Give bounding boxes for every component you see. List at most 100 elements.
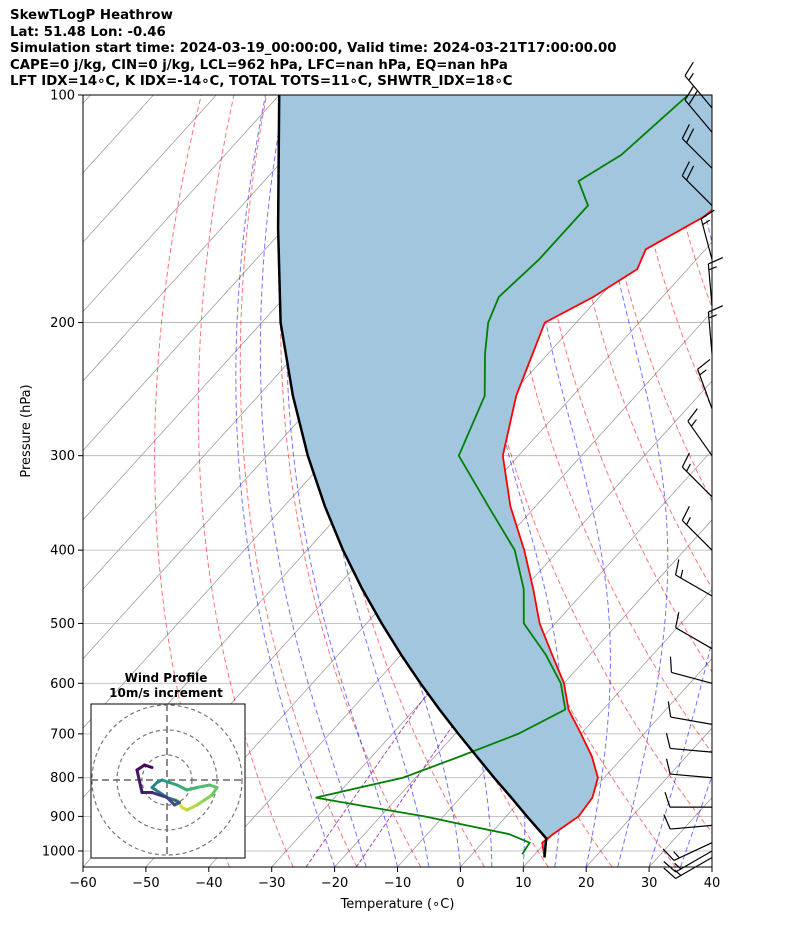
barb-staff xyxy=(687,420,713,457)
isotherm-line xyxy=(585,727,712,867)
moist-adiabat-line xyxy=(259,95,367,867)
chart-title: SkewTLogP Heathrow xyxy=(10,8,173,23)
barb-staff xyxy=(684,99,713,133)
hodograph-segment xyxy=(143,763,154,769)
isotherm-line xyxy=(83,95,343,382)
wind-barb xyxy=(665,732,713,753)
x-tick-label: −30 xyxy=(258,876,285,891)
wind-barb xyxy=(697,358,713,409)
moist-adiabat-line xyxy=(285,95,398,867)
wind-barb xyxy=(707,257,724,306)
y-tick-label: 800 xyxy=(50,771,75,786)
barb-staff xyxy=(670,773,713,779)
wind-barb xyxy=(681,506,713,551)
y-tick-label: 500 xyxy=(50,617,75,632)
wind-barb xyxy=(700,209,715,260)
hodograph-segment xyxy=(185,803,199,812)
barb-full-feather xyxy=(663,867,677,879)
isotherm-line xyxy=(208,310,712,867)
y-tick-label: 1000 xyxy=(42,844,75,859)
barb-staff xyxy=(670,747,713,753)
wind-barbs xyxy=(662,61,724,880)
barb-full-feather xyxy=(687,408,698,422)
parcel-line xyxy=(276,95,548,858)
isotherm-line xyxy=(83,95,280,313)
barb-full-feather xyxy=(665,732,671,749)
wind-barb xyxy=(684,61,713,109)
barb-staff xyxy=(681,175,713,206)
barb-full-feather xyxy=(675,559,680,576)
dry-adiabat-line xyxy=(788,95,794,867)
wind-barb xyxy=(687,408,713,457)
temperature-line xyxy=(501,208,712,858)
hodograph-segment xyxy=(175,783,189,792)
x-tick-label: −40 xyxy=(195,876,222,891)
barb-staff xyxy=(681,520,713,551)
dry-adiabat-line xyxy=(526,95,712,673)
barb-staff xyxy=(670,716,713,725)
x-axis-label: Temperature (∘C) xyxy=(340,897,455,912)
barb-full-feather xyxy=(681,161,690,177)
barb-full-feather xyxy=(708,257,724,265)
x-tick-label: −60 xyxy=(69,876,96,891)
dewpoint-line xyxy=(315,95,689,855)
barb-full-feather xyxy=(663,861,677,873)
barb-staff xyxy=(684,75,713,109)
hodograph-title: Wind Profile xyxy=(125,671,208,685)
hodograph-segment xyxy=(150,786,161,794)
x-tick-label: 10 xyxy=(515,876,532,891)
barb-full-feather xyxy=(664,791,671,808)
barb-staff xyxy=(707,311,713,354)
wind-barb xyxy=(663,814,713,830)
hodograph-segment xyxy=(195,783,211,789)
wind-barb xyxy=(663,850,713,873)
barb-staff xyxy=(681,466,713,498)
barb-full-feather xyxy=(688,90,698,105)
hodograph-segment xyxy=(185,786,199,792)
wind-barb xyxy=(675,612,713,650)
barb-half-feather xyxy=(674,862,682,870)
wind-barb xyxy=(681,124,713,169)
barb-full-feather xyxy=(697,358,711,370)
hodograph-subtitle: 10m/s increment xyxy=(109,686,223,700)
dry-adiabat-line xyxy=(239,95,358,867)
moist-adiabat-line xyxy=(711,865,712,867)
barb-staff xyxy=(700,218,713,260)
indices-line-2: LFT IDX=14∘C, K IDX=-14∘C, TOTAL TOTS=11… xyxy=(10,74,513,90)
time-line: Simulation start time: 2024-03-19_00:00:… xyxy=(10,41,617,57)
x-tick-label: 30 xyxy=(641,876,658,891)
dry-adiabat-line xyxy=(559,95,712,589)
wind-barb xyxy=(681,452,713,498)
dry-adiabat-line xyxy=(591,95,712,503)
y-tick-label: 100 xyxy=(50,89,75,104)
dry-adiabat-line xyxy=(723,95,794,867)
y-tick-label: 600 xyxy=(50,677,75,692)
x-tick-label: 40 xyxy=(704,876,721,891)
y-tick-label: 900 xyxy=(50,810,75,825)
hodograph-segment xyxy=(135,763,146,772)
barb-full-feather xyxy=(681,506,690,521)
wind-barb xyxy=(684,86,713,133)
hodograph-segment xyxy=(195,798,206,807)
barb-staff xyxy=(675,850,713,873)
dry-adiabat-line xyxy=(755,95,794,867)
barb-half-feather xyxy=(680,569,684,579)
barb-staff xyxy=(675,574,713,597)
wind-barb xyxy=(662,842,713,861)
y-tick-label: 700 xyxy=(50,727,75,742)
barb-half-feather xyxy=(673,851,680,859)
barb-full-feather xyxy=(681,452,690,468)
x-tick-label: −10 xyxy=(384,876,411,891)
barb-full-feather xyxy=(663,814,671,830)
barb-staff xyxy=(697,369,713,409)
isotherm-line xyxy=(775,95,794,867)
y-tick-label: 400 xyxy=(50,544,75,559)
axes: −60 −50 −40 −30 −20 −10 0 10 20 30 40 100 200 300 400 5… xyxy=(19,89,720,913)
barb-half-feather xyxy=(686,463,691,472)
barb-staff xyxy=(671,671,713,684)
dry-adiabat-line xyxy=(197,95,294,867)
barb-half-feather xyxy=(702,219,711,226)
y-axis-label: Pressure (hPa) xyxy=(19,384,34,477)
isotherm-line xyxy=(83,95,217,243)
barb-staff xyxy=(670,824,713,830)
